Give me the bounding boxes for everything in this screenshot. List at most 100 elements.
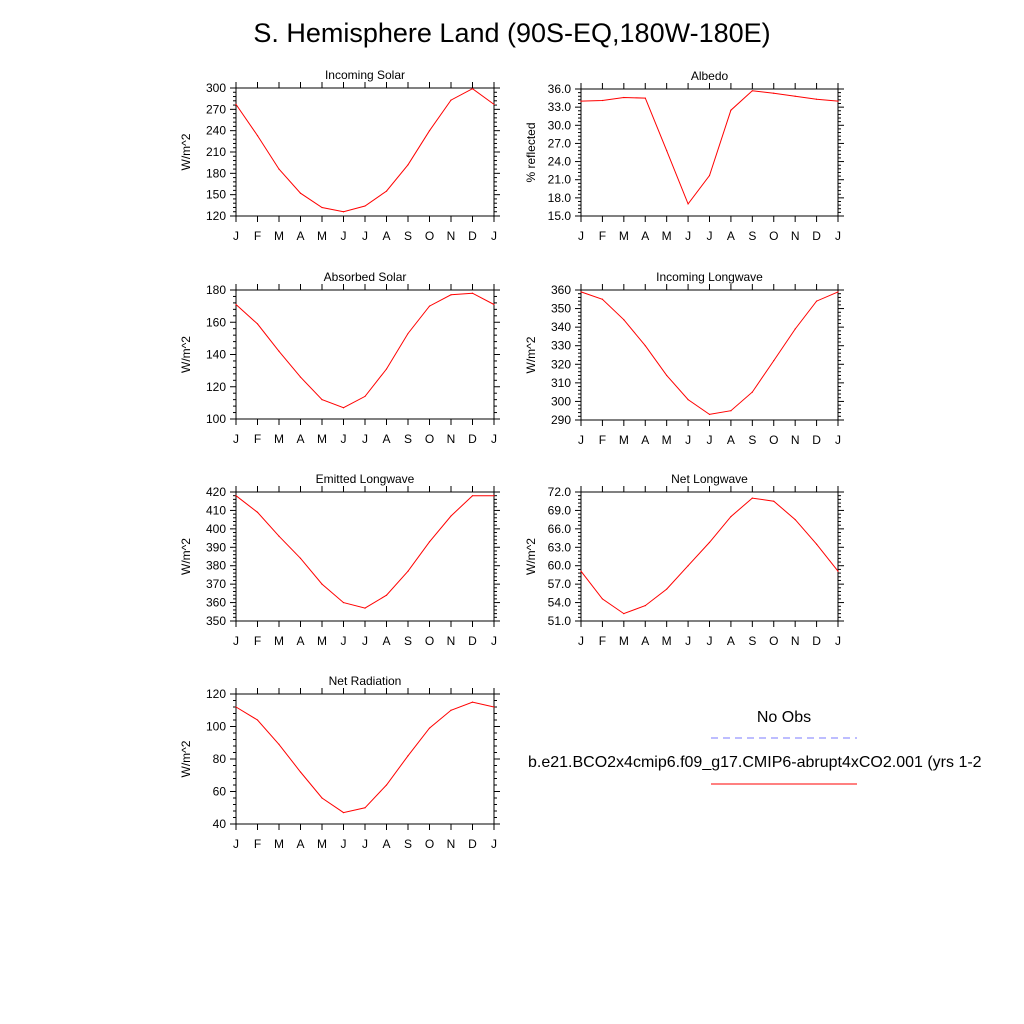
data-point <box>407 332 409 335</box>
data-point <box>773 500 775 502</box>
data-point <box>321 399 323 401</box>
data-point <box>837 291 839 293</box>
x-tick-label: S <box>748 634 756 648</box>
x-tick-label: J <box>341 432 347 446</box>
x-tick-label: M <box>662 433 672 447</box>
data-point <box>428 541 431 543</box>
legend: No Obs b.e21.BCO2x4cmip6.f09_g17.CMIP6-ab… <box>528 709 982 785</box>
y-tick-label: 100 <box>206 412 226 426</box>
legend-model-label: b.e21.BCO2x4cmip6.f09_g17.CMIP6-abrupt4x… <box>528 754 982 771</box>
data-point <box>299 376 302 378</box>
x-tick-label: J <box>341 634 347 648</box>
x-tick-label: J <box>578 634 584 648</box>
data-point <box>450 294 452 296</box>
data-point <box>364 607 366 609</box>
y-tick-label: 60 <box>213 785 227 799</box>
data-point <box>601 99 604 102</box>
y-tick-label: 36.0 <box>548 82 572 96</box>
data-point <box>471 495 474 497</box>
x-tick-label: S <box>748 229 756 243</box>
data-point <box>385 784 388 786</box>
data-point <box>321 583 323 585</box>
y-axis-label: W/m^2 <box>524 538 538 575</box>
data-point <box>493 303 495 306</box>
y-tick-label: 21.0 <box>548 173 572 187</box>
y-axis-label: W/m^2 <box>524 336 538 373</box>
x-tick-label: J <box>707 634 713 648</box>
x-tick-label: M <box>317 634 327 648</box>
y-axis-label: W/m^2 <box>179 538 193 575</box>
data-point <box>666 588 668 590</box>
x-tick-label: J <box>835 433 841 447</box>
x-tick-label: D <box>468 837 477 851</box>
x-tick-label: O <box>769 634 778 648</box>
data-point <box>687 565 689 567</box>
model-series-line <box>235 495 494 609</box>
chart-title: Net Longwave <box>671 472 748 486</box>
y-tick-label: 120 <box>206 380 226 394</box>
data-point <box>278 168 280 170</box>
x-tick-label: A <box>641 433 649 447</box>
x-tick-label: F <box>254 837 261 851</box>
data-point <box>773 359 775 362</box>
x-tick-label: M <box>619 229 629 243</box>
y-axis-label: % reflected <box>524 122 538 182</box>
data-point <box>299 192 302 194</box>
x-tick-label: M <box>317 432 327 446</box>
y-tick-label: 420 <box>206 485 226 499</box>
x-tick-label: A <box>727 634 735 648</box>
plot-frame <box>235 289 495 420</box>
data-point <box>299 771 302 773</box>
data-point <box>278 350 280 352</box>
data-point <box>687 398 689 401</box>
data-point <box>256 135 259 137</box>
x-tick-label: J <box>233 432 239 446</box>
x-tick-label: N <box>447 432 456 446</box>
y-tick-label: 57.0 <box>548 577 572 591</box>
y-tick-label: 370 <box>206 577 226 591</box>
x-tick-label: J <box>685 634 691 648</box>
x-tick-label: D <box>468 432 477 446</box>
data-point <box>471 88 474 90</box>
x-tick-label: N <box>791 229 800 243</box>
data-point <box>364 395 366 398</box>
y-tick-label: 18.0 <box>548 191 572 205</box>
data-point <box>235 303 237 306</box>
x-tick-label: D <box>812 634 821 648</box>
data-point <box>471 292 474 294</box>
x-tick-label: F <box>254 432 261 446</box>
data-point <box>364 205 366 207</box>
data-point <box>235 103 237 105</box>
y-tick-label: 24.0 <box>548 155 572 169</box>
data-point <box>644 345 646 347</box>
x-tick-label: S <box>404 634 412 648</box>
model-series-line <box>235 292 495 409</box>
data-point <box>278 743 280 745</box>
data-point <box>730 515 732 518</box>
x-tick-label: J <box>362 432 368 446</box>
x-tick-label: J <box>685 229 691 243</box>
data-point <box>794 519 796 521</box>
data-point <box>708 413 711 416</box>
x-tick-label: S <box>404 837 412 851</box>
x-tick-label: D <box>812 433 821 447</box>
x-tick-label: J <box>233 229 239 243</box>
y-tick-label: 300 <box>206 81 226 95</box>
y-tick-label: 100 <box>206 720 226 734</box>
data-point <box>256 719 259 721</box>
y-tick-label: 150 <box>206 188 226 202</box>
x-tick-label: A <box>296 634 304 648</box>
y-tick-label: 340 <box>551 320 571 334</box>
y-tick-label: 80 <box>213 752 227 766</box>
x-tick-label: M <box>274 432 284 446</box>
data-point <box>385 190 388 192</box>
model-series-line <box>235 88 495 213</box>
x-tick-label: O <box>425 229 434 243</box>
plot-frame <box>580 289 839 421</box>
data-point <box>493 706 495 708</box>
data-point <box>601 298 604 300</box>
y-tick-label: 320 <box>551 357 571 371</box>
